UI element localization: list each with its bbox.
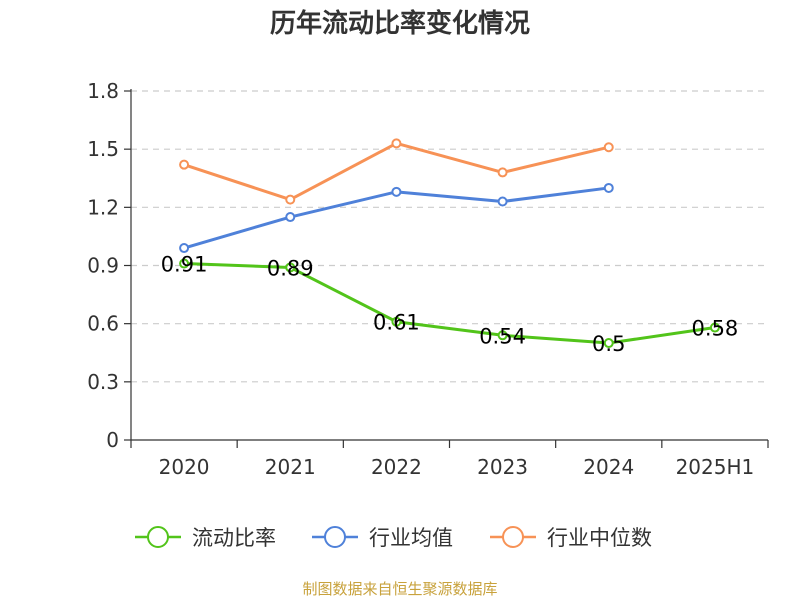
y-tick-label: 0.3 bbox=[87, 370, 119, 394]
data-point[interactable] bbox=[497, 196, 508, 207]
x-tick-label: 2023 bbox=[477, 455, 528, 479]
series-line-0 bbox=[182, 262, 717, 345]
data-point[interactable] bbox=[391, 138, 402, 149]
data-label: 0.58 bbox=[692, 317, 739, 341]
axes: 0 0.3 0.6 0.9 1.2 1.5 1.8 2020 2021 2022 2023 2024 2… bbox=[87, 79, 769, 479]
x-tick-label: 2022 bbox=[371, 455, 422, 479]
y-tick-label: 0 bbox=[106, 428, 119, 452]
x-tick-label: 2025H1 bbox=[676, 455, 755, 479]
y-tick-label: 0.6 bbox=[87, 312, 119, 336]
data-point[interactable] bbox=[391, 316, 402, 327]
data-label: 0.89 bbox=[267, 256, 314, 280]
data-point[interactable] bbox=[497, 167, 508, 178]
legend-item-2[interactable]: 行业中位数 bbox=[490, 526, 652, 550]
data-point[interactable] bbox=[497, 330, 508, 341]
data-label: 0.5 bbox=[592, 332, 625, 356]
y-tick-label: 0.9 bbox=[87, 254, 119, 278]
data-point[interactable] bbox=[603, 142, 614, 153]
data-point[interactable] bbox=[285, 262, 296, 273]
legend-item-1[interactable]: 行业均值 bbox=[312, 526, 453, 550]
data-label: 0.54 bbox=[479, 324, 526, 348]
chart-title: 历年流动比率变化情况 bbox=[270, 8, 530, 39]
y-tick-label: 1.8 bbox=[87, 79, 119, 103]
legend-label: 行业均值 bbox=[369, 526, 453, 550]
data-labels: 0.91 0.89 0.61 0.54 0.5 0.58 bbox=[161, 253, 739, 356]
legend-marker bbox=[502, 526, 524, 548]
legend-item-0[interactable]: 流动比率 bbox=[135, 526, 276, 550]
data-point[interactable] bbox=[179, 159, 190, 170]
source-note: 制图数据来自恒生聚源数据库 bbox=[302, 580, 497, 598]
legend[interactable]: 流动比率 行业均值 行业中位数 bbox=[135, 526, 652, 550]
data-label: 0.91 bbox=[161, 253, 208, 277]
data-point[interactable] bbox=[603, 338, 614, 349]
data-point[interactable] bbox=[709, 322, 720, 333]
data-point[interactable] bbox=[391, 186, 402, 197]
data-point[interactable] bbox=[179, 243, 190, 254]
data-point[interactable] bbox=[179, 258, 190, 269]
data-label: 0.61 bbox=[373, 311, 420, 335]
grid-lines bbox=[131, 90, 768, 383]
data-point[interactable] bbox=[285, 212, 296, 223]
legend-marker bbox=[324, 526, 346, 548]
legend-label: 流动比率 bbox=[192, 526, 276, 550]
x-tick-label: 2021 bbox=[265, 455, 316, 479]
series-line-1 bbox=[182, 186, 611, 250]
y-tick-label: 1.2 bbox=[87, 195, 119, 219]
x-tick-label: 2024 bbox=[583, 455, 634, 479]
series-lines bbox=[179, 138, 720, 349]
data-point[interactable] bbox=[603, 182, 614, 193]
legend-label: 行业中位数 bbox=[547, 526, 652, 550]
legend-marker bbox=[147, 526, 169, 548]
y-tick-label: 1.5 bbox=[87, 137, 119, 161]
data-point[interactable] bbox=[285, 194, 296, 205]
x-tick-label: 2020 bbox=[159, 455, 210, 479]
